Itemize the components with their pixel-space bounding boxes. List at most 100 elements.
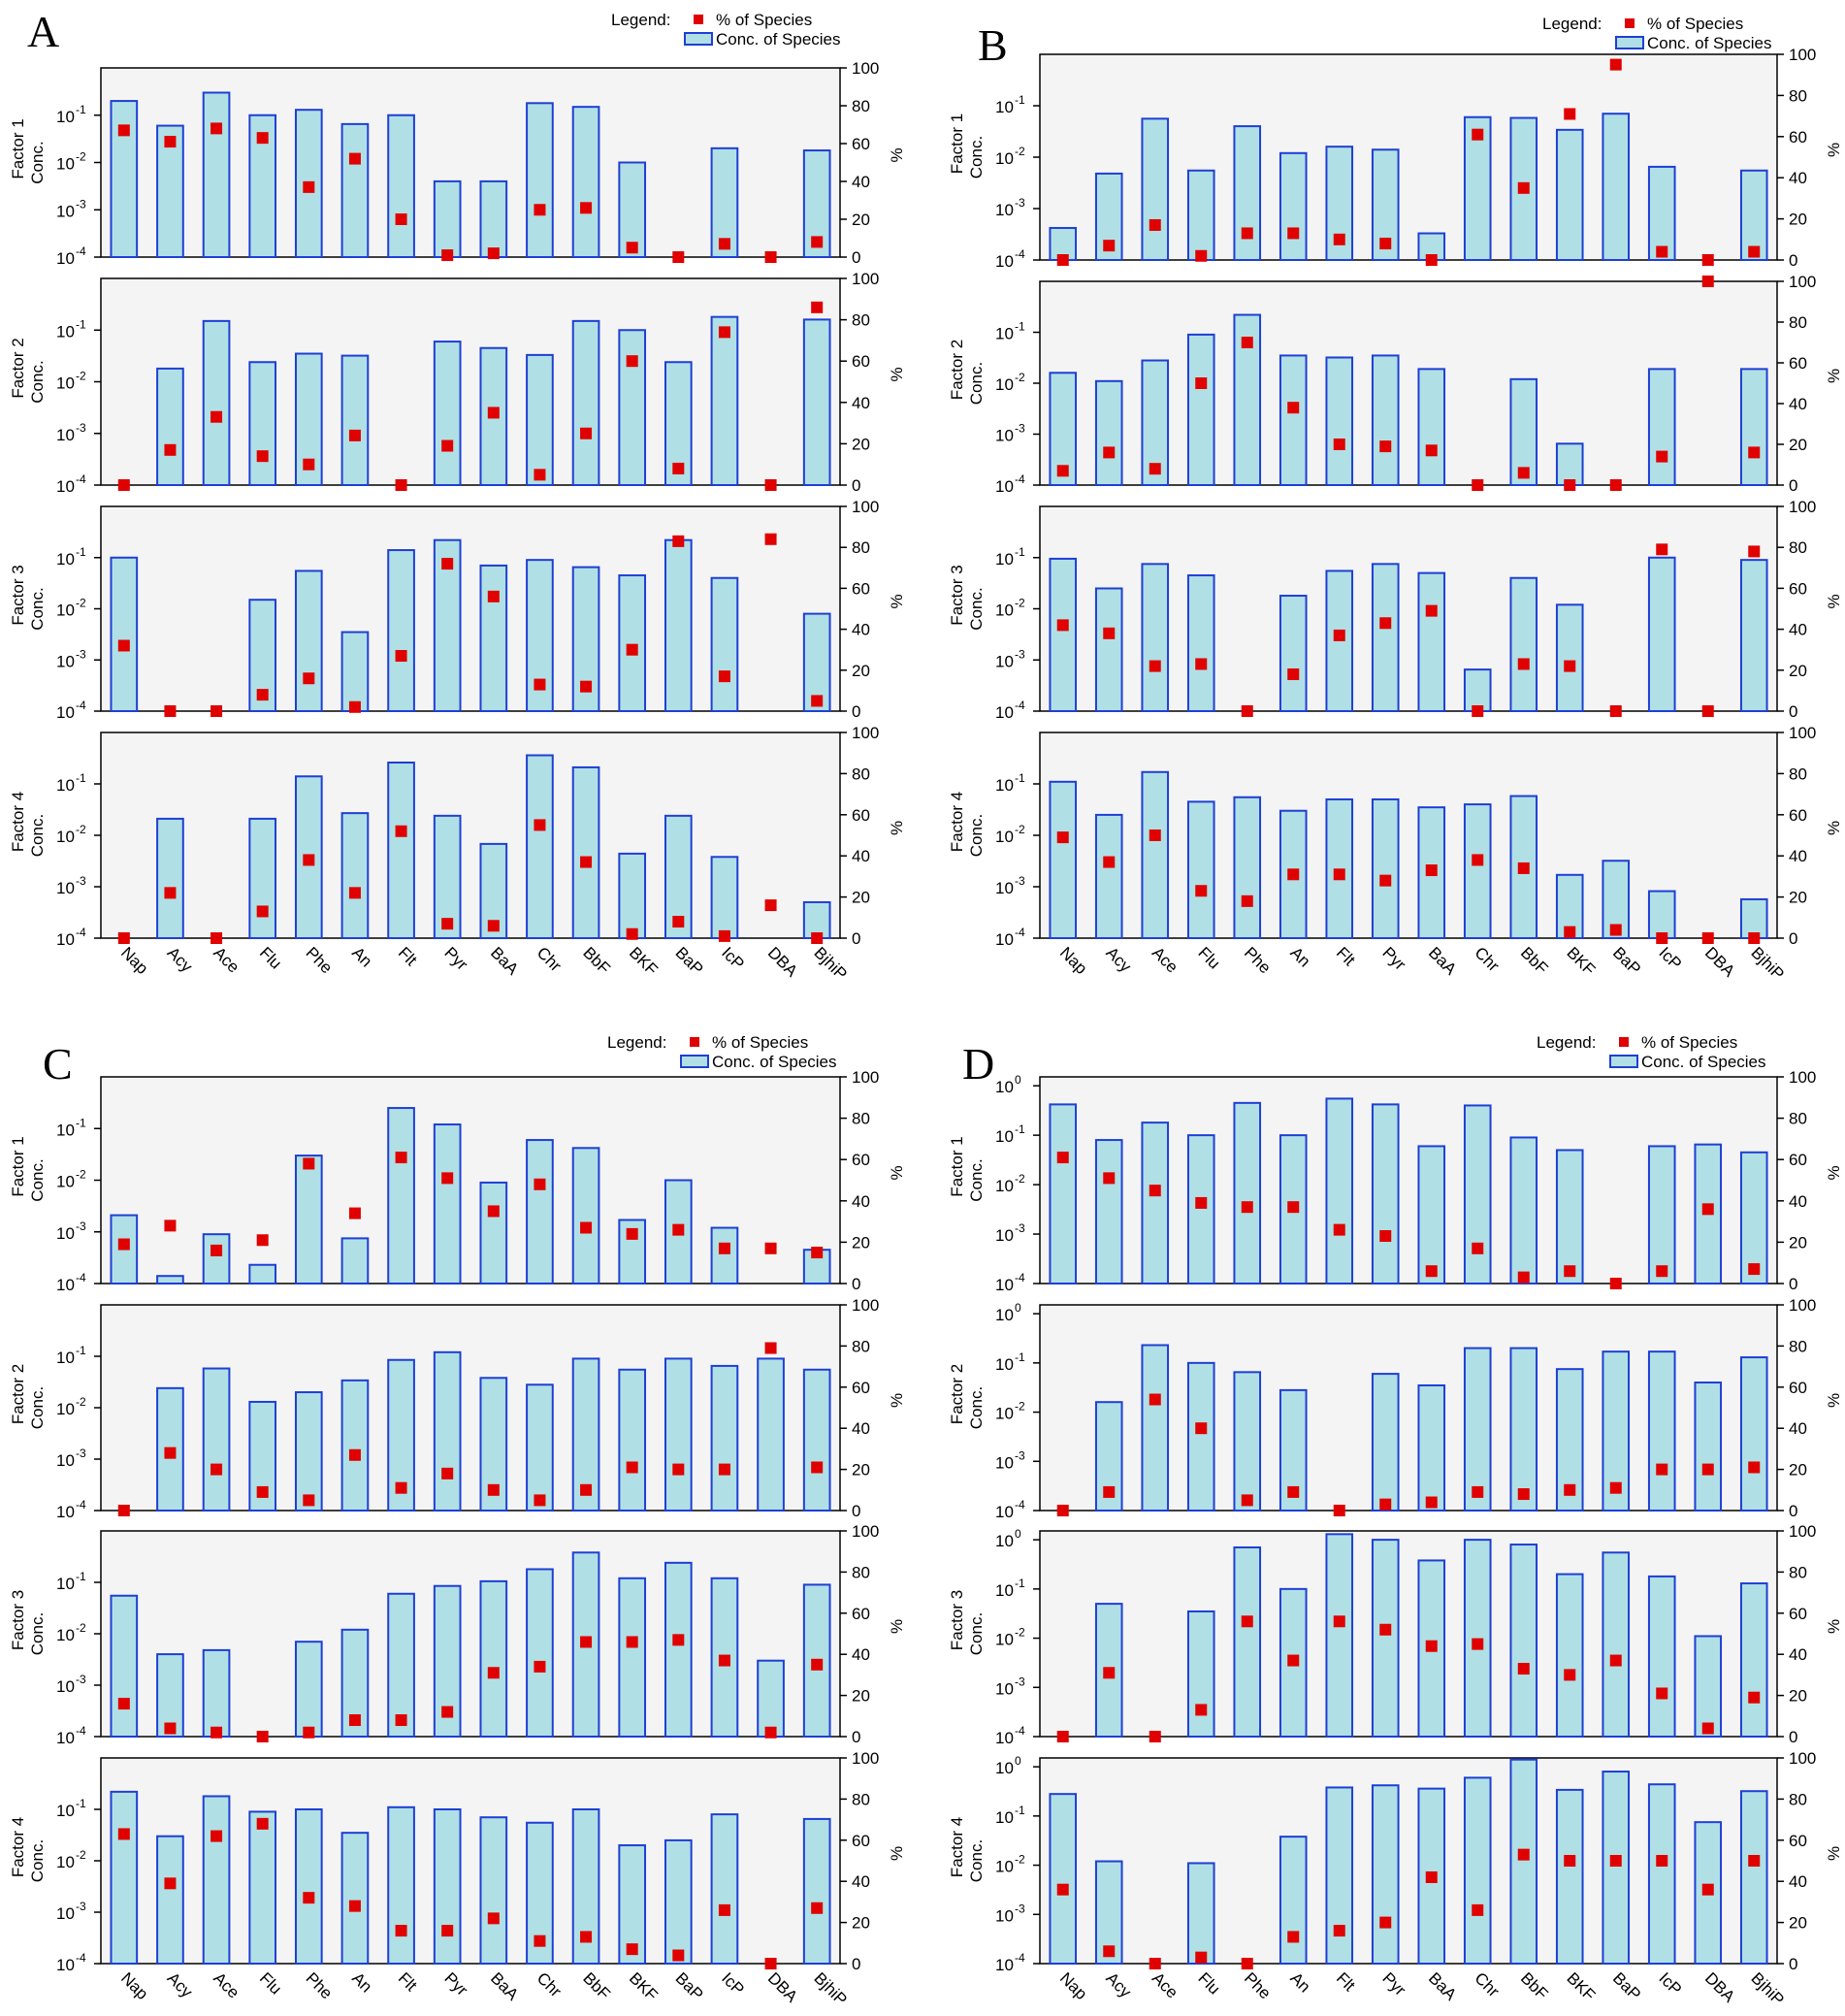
left-tick-label: 10 [56,1276,75,1294]
percent-marker-pyr [1379,1498,1392,1511]
conc-bar-nap [110,100,139,259]
legend-title: Legend: [1542,15,1602,33]
percent-marker-ace [1149,1958,1161,1969]
conc-bar-ace [202,91,231,258]
percent-marker-icp [718,929,730,942]
conc-bar-bjhip [1739,1582,1768,1739]
left-tick-exponent: -1 [1015,320,1025,334]
conc-bar-flt [387,1592,415,1738]
conc-bar-bbf [1509,1544,1538,1738]
percent-marker-bjhip [1748,1461,1761,1474]
conc-bar-bap [664,1838,693,1965]
percent-marker-ace [210,1463,223,1476]
right-tick-label: 40 [852,173,870,191]
conc-bar-chr [1463,803,1492,939]
percent-marker-bjhip [811,1461,824,1474]
right-tick-label: 40 [852,1872,870,1891]
left-tick-label: 10 [56,1224,75,1243]
percent-marker-an [1287,1485,1300,1498]
right-tick-label: 40 [1789,621,1807,639]
left-tick-exponent: -2 [1015,1853,1025,1867]
percent-marker-ace [210,932,223,944]
left-tick-label: 10 [995,252,1014,271]
conc-bar-bkf [1555,1149,1584,1284]
conc-bar-baa [1417,1383,1446,1512]
left-tick-label: 10 [995,1355,1014,1374]
percent-marker-bap [1609,924,1622,936]
percent-marker-baa [1425,604,1438,617]
conc-bar-baa [479,1579,508,1738]
left-tick-exponent: -2 [1015,1172,1025,1186]
conc-bar-flu [248,1810,277,1966]
percent-marker-nap [1056,465,1069,477]
percent-marker-bap [672,462,685,474]
conc-bar-baa [479,179,508,259]
right-tick-label: 0 [1789,1955,1797,1973]
percent-marker-dba [1701,1883,1714,1896]
right-tick-label: 100 [1789,1296,1816,1315]
right-axis-title: % [1825,143,1843,157]
conc-bar-ace [202,1795,231,1966]
conc-bar-acy [1094,813,1123,939]
conc-bar-bjhip [802,1368,831,1512]
right-tick-label: 20 [1789,662,1807,680]
right-tick-label: 0 [852,1502,860,1520]
percent-marker-chr [534,1660,546,1673]
percent-marker-an [1287,668,1300,681]
percent-marker-bkf [626,1636,638,1648]
percent-marker-bbf [580,1636,593,1648]
category-label-chr: Chr [1471,1968,1503,2000]
right-axis-title: % [1825,1165,1843,1180]
percent-marker-baa [487,247,500,260]
left-tick-exponent: -2 [76,1848,86,1862]
left-tick-exponent: -1 [1015,1350,1025,1364]
left-tick-exponent: -3 [1015,1675,1025,1688]
conc-bar-nap [1049,1103,1078,1285]
left-tick-label: 10 [995,375,1014,394]
left-tick-exponent: -3 [76,1900,86,1913]
percent-marker-acy [1103,856,1116,868]
left-tick-exponent: -2 [1015,597,1025,610]
right-tick-label: 0 [852,1955,860,1973]
percent-marker-nap [117,1238,130,1251]
percent-marker-dba [1701,1203,1714,1216]
category-label-bbf: BbF [1517,1968,1551,2002]
percent-marker-bap [1609,1654,1622,1667]
legend-item-percent: % of Species [1647,15,1743,33]
left-tick-label: 10 [56,602,75,620]
left-tick-exponent: -3 [76,197,86,211]
conc-bar-icp [1647,1783,1676,1965]
conc-bar-bkf [1555,128,1584,261]
left-tick-label: 10 [56,1349,75,1367]
category-label-acy: Acy [164,1968,197,2001]
category-label-bjhip: BjhiP [810,1968,850,2008]
left-tick-label: 10 [56,1121,75,1139]
left-tick-exponent: -1 [1015,771,1025,785]
left-tick-exponent: -3 [76,1673,86,1686]
category-label-baa: BaA [1425,1968,1461,2004]
category-label-baa: BaA [487,1968,523,2004]
percent-marker-flu [256,905,269,918]
left-tick-exponent: -4 [1015,926,1025,939]
percent-marker-icp [1656,1687,1668,1700]
percent-marker-acy [1103,240,1116,252]
percent-marker-bkf [1564,108,1576,120]
percent-marker-acy [164,1447,177,1459]
left-tick-exponent: -2 [76,1621,86,1635]
left-tick-exponent: -2 [1015,145,1025,158]
percent-marker-bbf [580,427,593,439]
right-tick-label: 100 [852,498,879,516]
percent-marker-phe [1241,1958,1253,1969]
conc-bar-an [340,1379,370,1512]
category-label-flu: Flu [256,1968,285,1998]
left-tick-label: 10 [56,1677,75,1696]
category-label-flt: Flt [1333,943,1359,969]
left-tick-label: 10 [995,1679,1014,1698]
percent-marker-bjhip [1748,1855,1761,1867]
